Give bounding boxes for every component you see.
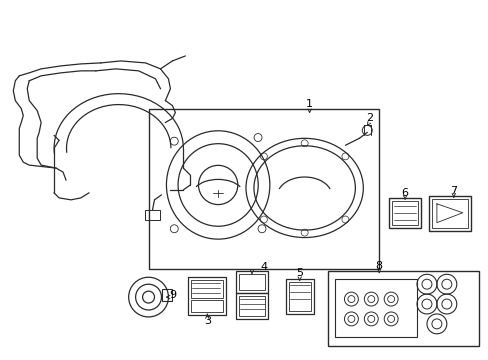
Bar: [148, 109, 379, 269]
Text: 7: 7: [449, 186, 456, 196]
Text: 4: 4: [260, 262, 267, 272]
Text: 3: 3: [203, 316, 210, 326]
Text: 5: 5: [296, 268, 303, 278]
Text: 2: 2: [365, 113, 372, 123]
Bar: [288, 282, 310, 311]
Bar: [191, 300, 223, 312]
Bar: [236, 293, 267, 319]
Bar: [285, 279, 313, 314]
Bar: [391, 201, 417, 225]
Text: 1: 1: [305, 99, 312, 109]
Text: 8: 8: [375, 261, 382, 271]
Bar: [431, 199, 467, 228]
Bar: [162, 289, 172, 301]
Bar: [188, 277, 225, 315]
Bar: [335, 279, 416, 337]
Bar: [239, 296, 264, 316]
Text: 6: 6: [401, 188, 408, 198]
Bar: [327, 271, 478, 346]
Bar: [191, 280, 223, 298]
Bar: [239, 274, 264, 290]
Bar: [428, 196, 470, 231]
Bar: [144, 210, 160, 220]
Text: 9: 9: [168, 290, 176, 300]
Bar: [388, 198, 420, 228]
Bar: [236, 271, 267, 293]
